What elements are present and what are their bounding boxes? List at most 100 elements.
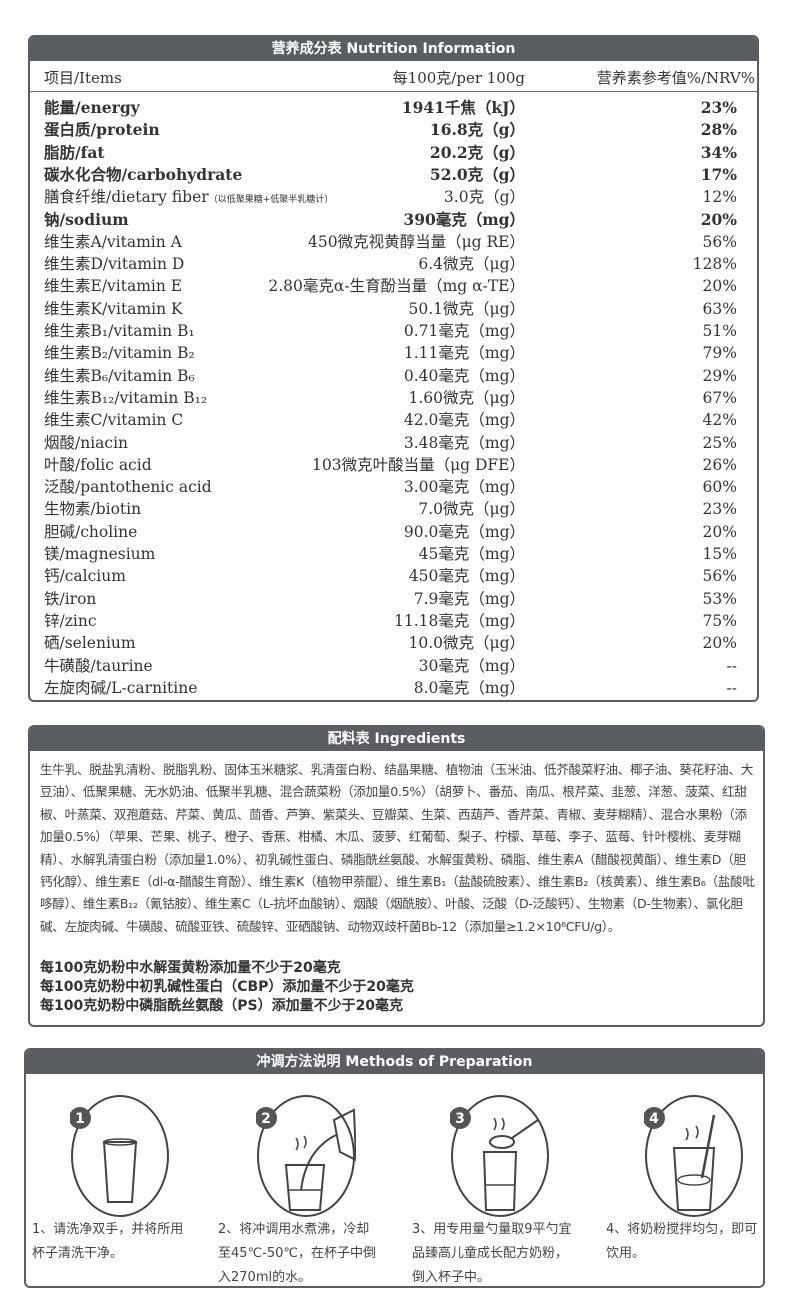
nutrient-value: 8.0毫克（mg） xyxy=(413,678,525,697)
nutrient-value: 3.00毫克（mg） xyxy=(403,478,525,497)
nutrient-label: 泛酸/pantothenic acid xyxy=(44,478,212,497)
step-number: 3 xyxy=(455,1111,465,1127)
nutrient-value: 450毫克（mg） xyxy=(408,567,525,586)
nutrient-nrv: -- xyxy=(726,656,737,675)
nutrient-name: 铁/iron xyxy=(44,588,96,610)
nutrient-label: 维生素A/vitamin A xyxy=(44,232,182,251)
nutrient-label: 维生素E/vitamin E xyxy=(44,277,183,296)
nutrient-value: 20.2克（g） xyxy=(429,142,525,162)
nutrient-value: 50.1微克（μg） xyxy=(408,299,525,318)
pour-water-icon: 2 xyxy=(256,1095,356,1217)
nutrient-nrv: 23% xyxy=(702,500,737,519)
nutrient-nrv: 29% xyxy=(702,366,737,385)
nutrition-row: 维生素B₂/vitamin B₂ 1.11毫克（mg） 79% xyxy=(30,342,757,364)
nutrition-row: 叶酸/folic acid 103微克叶酸当量（μg DFE） 26% xyxy=(30,454,757,476)
nutrition-row: 钙/calcium 450毫克（mg） 56% xyxy=(30,565,757,587)
nutrient-name: 锌/zinc xyxy=(44,610,97,632)
nutrition-table: 营养成分表 Nutrition Information 项目/Items 每10… xyxy=(28,35,759,702)
nutrition-row: 维生素K/vitamin K 50.1微克（μg） 63% xyxy=(30,298,757,320)
nutrient-name: 烟酸/niacin xyxy=(44,432,128,454)
nutrient-label: 锌/zinc xyxy=(44,611,97,630)
nutrient-nrv: 42% xyxy=(702,411,737,430)
nutrition-row: 蛋白质/protein 16.8克（g） 28% xyxy=(30,119,757,141)
nutrient-value: 10.0微克（μg） xyxy=(408,634,525,653)
nutrient-label: 维生素D/vitamin D xyxy=(44,255,185,274)
nutrient-label: 硒/selenium xyxy=(44,634,136,653)
nutrient-value: 390毫克（mg） xyxy=(403,209,525,229)
claim: 每100克奶粉中磷脂酰丝氨酸（PS）添加量不少于20毫克 xyxy=(40,998,404,1014)
nutrient-name: 维生素C/vitamin C xyxy=(44,409,183,431)
nutrient-name: 维生素B₆/vitamin B₆ xyxy=(44,365,195,387)
nutrient-nrv: 28% xyxy=(700,120,737,140)
nutrient-name: 泛酸/pantothenic acid xyxy=(44,476,212,498)
nutrient-label: 维生素B₁₂/vitamin B₁₂ xyxy=(44,388,208,407)
nutrient-name: 膳食纤维/dietary fiber（以低聚果糖+低聚半乳糖计） xyxy=(44,186,333,211)
nutrition-row: 维生素B₁₂/vitamin B₁₂ 1.60微克（μg） 67% xyxy=(30,387,757,409)
nutrition-row: 维生素C/vitamin C 42.0毫克（mg） 42% xyxy=(30,409,757,431)
nutrition-row: 钠/sodium 390毫克（mg） 20% xyxy=(30,209,757,231)
nutrient-name: 左旋肉碱/L-carnitine xyxy=(44,677,197,699)
nutrition-row: 生物素/biotin 7.0微克（μg） 23% xyxy=(30,498,757,520)
nutrition-row: 左旋肉碱/L-carnitine 8.0毫克（mg） -- xyxy=(30,677,757,699)
nutrient-nrv: 15% xyxy=(702,545,737,563)
nutrient-label: 膳食纤维/dietary fiber xyxy=(44,188,209,207)
nutrition-row: 膳食纤维/dietary fiber（以低聚果糖+低聚半乳糖计） 3.0克（g）… xyxy=(30,186,757,208)
nutrient-nrv: 51% xyxy=(702,322,737,340)
nutrition-row: 锌/zinc 11.18毫克（mg） 75% xyxy=(30,610,757,632)
nutrition-row: 维生素E/vitamin E 2.80毫克α-生育酚当量（mg α-TE） 20… xyxy=(30,275,757,297)
nutrient-value: 42.0毫克（mg） xyxy=(403,411,525,430)
nutrient-value: 7.9毫克（mg） xyxy=(413,589,525,608)
ingredients-title: 配料表 Ingredients xyxy=(30,727,763,751)
step-number-badge xyxy=(70,1107,91,1129)
nutrient-label: 脂肪/fat xyxy=(44,142,105,162)
nutrient-name: 维生素B₁₂/vitamin B₁₂ xyxy=(44,387,207,409)
nutrient-label: 胆碱/choline xyxy=(44,522,138,541)
nutrient-value: 3.48毫克（mg） xyxy=(403,433,525,452)
nutrition-row: 泛酸/pantothenic acid 3.00毫克（mg） 60% xyxy=(30,476,757,498)
nutrient-name: 镁/magnesium xyxy=(44,543,155,565)
nutrition-row: 硒/selenium 10.0微克（μg） 20% xyxy=(30,632,757,654)
nutrition-row: 烟酸/niacin 3.48毫克（mg） 25% xyxy=(30,432,757,454)
nutrient-label: 烟酸/niacin xyxy=(44,433,129,452)
nutrient-nrv: 79% xyxy=(702,344,737,363)
header-nrv: 营养素参考值%/NRV% xyxy=(596,69,755,87)
nutrient-label: 左旋肉碱/L-carnitine xyxy=(44,678,198,697)
nutrient-label: 能量/energy xyxy=(44,98,140,117)
nutrient-label: 钙/calcium xyxy=(44,567,126,586)
nutrient-value: 0.40毫克（mg） xyxy=(403,366,525,385)
nutrient-value: 6.4微克（μg） xyxy=(418,255,525,274)
nutrient-value: 1941千焦（kJ） xyxy=(401,98,525,117)
nutrient-name: 维生素D/vitamin D xyxy=(44,253,184,275)
nutrient-value: 103微克叶酸当量（μg DFE） xyxy=(311,455,525,474)
nutrient-nrv: 23% xyxy=(700,98,737,117)
nutrient-label: 维生素B₆/vitamin B₆ xyxy=(44,366,195,385)
empty-glass-icon: 1 xyxy=(70,1095,169,1217)
claim: 每100克奶粉中初乳碱性蛋白（CBP）添加量不少于20毫克 xyxy=(40,979,414,995)
nutrient-name: 脂肪/fat xyxy=(44,142,105,164)
nutrient-nrv: 17% xyxy=(700,164,737,184)
nutrient-name: 叶酸/folic acid xyxy=(44,454,152,476)
nutrient-value: 0.71毫克（mg） xyxy=(403,322,525,340)
step-text: 2、将冲调用水煮沸，冷却至45℃-50℃，在杯子中倒入270ml的水。 xyxy=(218,1222,376,1285)
nutrient-nrv: 60% xyxy=(702,478,737,497)
nutrition-header-row: 项目/Items 每100克/per 100g 营养素参考值%/NRV% xyxy=(30,65,757,92)
preparation-title: 冲调方法说明 Methods of Preparation xyxy=(26,1050,763,1074)
step-text: 4、将奶粉搅拌均匀，即可饮用。 xyxy=(606,1222,758,1261)
nutrient-label: 镁/magnesium xyxy=(44,545,156,563)
nutrition-row: 能量/energy 1941千焦（kJ） 23% xyxy=(30,97,757,119)
nutrition-row: 脂肪/fat 20.2克（g） 34% xyxy=(30,142,757,164)
spoon-powder-icon: 3 xyxy=(450,1095,549,1217)
nutrient-value: 52.0克（g） xyxy=(429,164,525,184)
nutrition-row: 胆碱/choline 90.0毫克（mg） 20% xyxy=(30,521,757,543)
nutrition-row: 镁/magnesium 45毫克（mg） 15% xyxy=(30,543,757,565)
preparation-section: 冲调方法说明 Methods of Preparation 1 1、请洗净双手，… xyxy=(24,1048,765,1288)
nutrient-nrv: 56% xyxy=(702,232,737,251)
nutrient-nrv: 25% xyxy=(702,433,737,452)
step-number-badge xyxy=(450,1107,471,1129)
nutrient-nrv: 75% xyxy=(702,611,737,630)
nutrient-label: 蛋白质/protein xyxy=(44,120,160,140)
nutrient-label: 维生素C/vitamin C xyxy=(44,411,184,430)
nutrient-nrv: 34% xyxy=(700,142,737,162)
header-per-100g: 每100克/per 100g xyxy=(392,69,525,87)
step-number: 4 xyxy=(649,1111,659,1127)
